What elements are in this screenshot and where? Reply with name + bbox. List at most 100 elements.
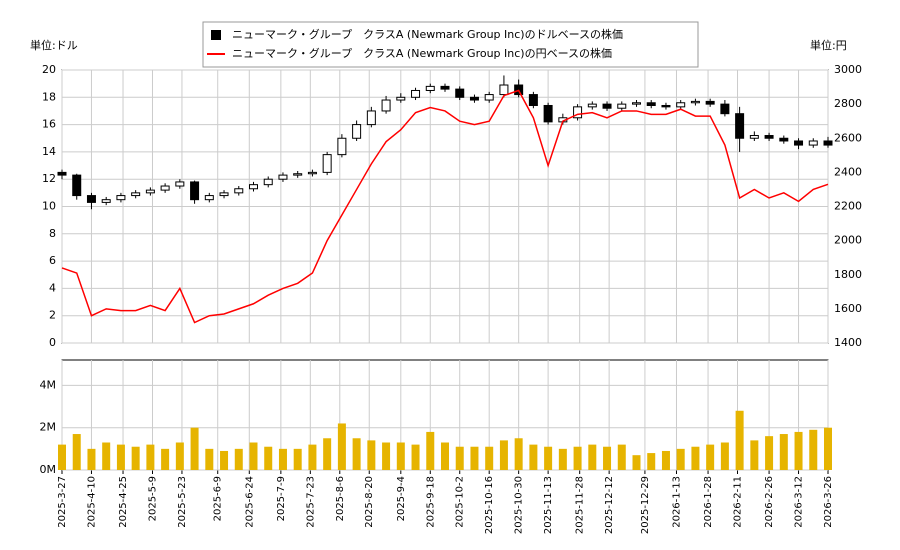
y2-tick-label: 2000 — [834, 234, 862, 247]
y2-tick-label: 2600 — [834, 131, 862, 144]
legend-label: ニューマーク・グループ クラスA (Newmark Group Inc)の円ベー… — [232, 46, 612, 60]
candle-body — [646, 102, 656, 106]
volume-bar — [691, 446, 700, 470]
candle-body — [234, 188, 244, 194]
volume-bar — [131, 446, 140, 470]
volume-bar — [396, 442, 405, 470]
y-tick-label: 18 — [42, 90, 56, 103]
candle-body — [145, 189, 155, 194]
volume-bar — [337, 423, 346, 470]
candle-body — [794, 140, 804, 146]
volume-bar — [102, 442, 111, 470]
volume-bar — [706, 444, 715, 470]
volume-bar — [58, 444, 66, 470]
y-tick-label: 14 — [42, 145, 56, 158]
volume-bar — [87, 448, 96, 470]
candle-body — [676, 102, 686, 108]
candle-body — [116, 195, 126, 201]
volume-bar — [367, 440, 376, 470]
candle-body — [396, 96, 406, 101]
candle-body — [602, 103, 612, 109]
volume-bar — [514, 438, 523, 470]
y2-tick-label: 1600 — [834, 302, 862, 315]
x-tick-label: 2025-7-23 — [305, 476, 316, 528]
y-tick-label: 4 — [49, 281, 56, 294]
y2-tick-label: 2800 — [834, 97, 862, 110]
volume-bar — [588, 444, 597, 470]
volume-bar — [190, 427, 199, 470]
volume-bar — [529, 444, 538, 470]
x-tick-label: 2025-4-10 — [86, 476, 97, 528]
volume-bar — [293, 448, 302, 470]
volume-bar — [720, 442, 729, 470]
y2-axis-label: 単位:円 — [810, 38, 847, 52]
volume-bar — [485, 446, 494, 470]
candle-body — [455, 88, 465, 98]
y-tick-label: 0 — [49, 336, 56, 349]
volume-bar — [455, 446, 464, 470]
volume-bar — [146, 444, 155, 470]
volume-bar — [220, 450, 229, 470]
candle-body — [381, 99, 391, 112]
x-tick-label: 2025-8-6 — [335, 476, 346, 521]
volume-bar — [264, 446, 273, 470]
candle-body — [587, 103, 597, 108]
legend — [202, 21, 699, 68]
candle-body — [661, 104, 671, 108]
x-tick-label: 2025-3-27 — [57, 476, 68, 528]
x-tick-label: 2026-1-28 — [703, 476, 714, 528]
legend-label: ニューマーク・グループ クラスA (Newmark Group Inc)のドルベ… — [232, 27, 623, 41]
y-tick-label: 20 — [42, 63, 56, 76]
y-tick-label: 6 — [49, 254, 56, 267]
x-tick-label: 2026-2-26 — [764, 476, 775, 528]
candle-body — [57, 171, 67, 176]
candle-body — [249, 184, 258, 190]
candle-body — [160, 185, 170, 191]
y-tick-label: 2 — [49, 309, 56, 322]
candle-body — [779, 137, 789, 142]
candle-body — [543, 104, 553, 123]
volume-bar — [499, 440, 508, 470]
x-tick-label: 2026-1-13 — [671, 476, 682, 528]
x-tick-label: 2025-7-9 — [276, 476, 287, 521]
volume-bar — [352, 438, 361, 470]
volume-bar — [249, 442, 258, 470]
volume-bar — [676, 448, 685, 470]
candle-body — [337, 137, 347, 156]
candle-body — [573, 106, 583, 119]
x-tick-label: 2025-11-13 — [543, 476, 554, 534]
x-tick-label: 2025-5-23 — [177, 476, 188, 528]
x-tick-label: 2025-9-18 — [425, 476, 436, 528]
candle-body — [705, 100, 715, 105]
volume-bar — [116, 444, 125, 470]
x-tick-label: 2025-5-9 — [147, 476, 158, 521]
candle-body — [823, 140, 833, 146]
candle-body — [720, 103, 730, 115]
candle-body — [190, 181, 200, 201]
candle-body — [411, 89, 421, 98]
x-tick-label: 2025-6-24 — [244, 476, 255, 528]
candle-body — [101, 199, 111, 203]
y-tick-label: 16 — [42, 118, 56, 131]
candle-body — [469, 96, 479, 101]
candle-body — [278, 174, 288, 180]
volume-bar — [824, 427, 832, 470]
x-tick-label: 2026-2-11 — [733, 476, 744, 528]
candle-body — [499, 84, 509, 96]
y2-tick-label: 2200 — [834, 200, 862, 213]
candle-body — [632, 102, 641, 105]
volume-bar — [205, 448, 214, 470]
x-tick-label: 2025-6-9 — [213, 476, 224, 521]
volume-bar — [544, 446, 553, 470]
candle-body — [366, 110, 376, 126]
candle-body — [617, 103, 627, 109]
volume-bar — [647, 453, 656, 470]
candle-body — [528, 94, 538, 106]
y-tick-label: 0M — [40, 463, 57, 476]
legend-swatch — [211, 30, 221, 40]
candle-body — [204, 195, 214, 201]
volume-bar — [603, 446, 612, 470]
x-tick-label: 2025-4-25 — [118, 476, 129, 528]
candle-body — [86, 195, 96, 203]
candle-body — [263, 178, 273, 186]
